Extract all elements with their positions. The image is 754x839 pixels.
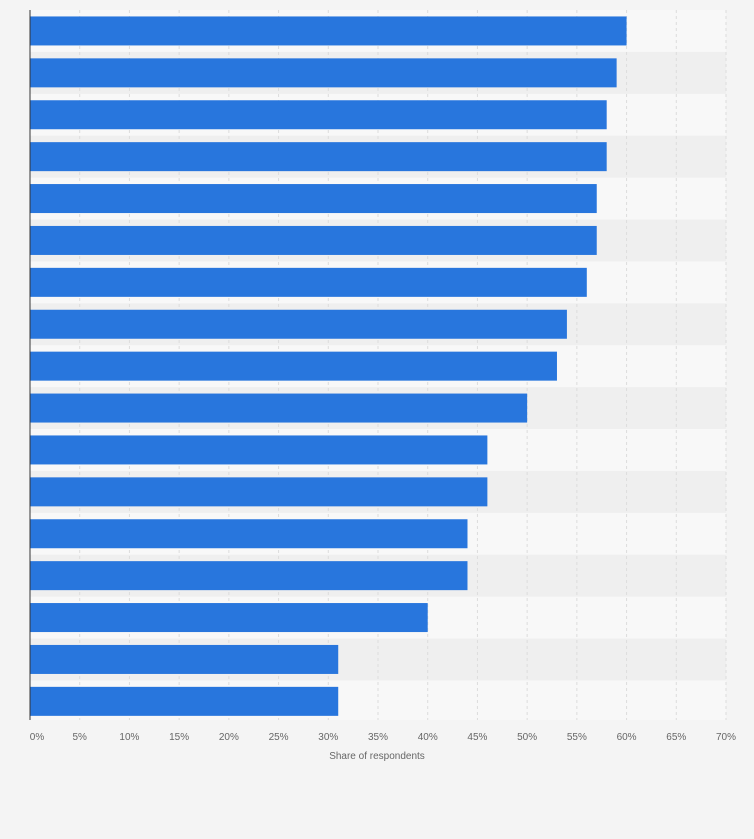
x-tick-label: 5% bbox=[72, 732, 87, 743]
x-tick-label: 10% bbox=[119, 732, 139, 743]
bars bbox=[30, 16, 627, 716]
x-tick-label: 50% bbox=[517, 732, 537, 743]
x-tick-label: 70% bbox=[716, 732, 736, 743]
x-tick-label: 15% bbox=[169, 732, 189, 743]
x-tick-label: 35% bbox=[368, 732, 388, 743]
x-tick-label: 40% bbox=[418, 732, 438, 743]
bar[interactable] bbox=[30, 477, 488, 507]
bar[interactable] bbox=[30, 603, 428, 633]
bar[interactable] bbox=[30, 561, 468, 591]
bar[interactable] bbox=[30, 100, 607, 130]
x-tick-label: 25% bbox=[269, 732, 289, 743]
x-tick-label: 55% bbox=[567, 732, 587, 743]
bar[interactable] bbox=[30, 393, 528, 423]
x-tick-label: 60% bbox=[617, 732, 637, 743]
bar[interactable] bbox=[30, 16, 627, 46]
x-tick-label: 20% bbox=[219, 732, 239, 743]
bar[interactable] bbox=[30, 184, 597, 214]
x-tick-label: 30% bbox=[318, 732, 338, 743]
bar[interactable] bbox=[30, 267, 587, 297]
bar[interactable] bbox=[30, 225, 597, 255]
bar[interactable] bbox=[30, 435, 488, 465]
x-axis-ticks: 0% 5% 10% 15% 20% 25% 30% 35% 40% 45% 50% 55% 60% 65%… bbox=[30, 732, 736, 743]
bar[interactable] bbox=[30, 351, 557, 381]
bar[interactable] bbox=[30, 142, 607, 172]
bar[interactable] bbox=[30, 686, 339, 716]
x-tick-label: 0% bbox=[30, 732, 45, 743]
bar[interactable] bbox=[30, 58, 617, 88]
x-tick-label: 45% bbox=[467, 732, 487, 743]
x-axis-label: Share of respondents bbox=[329, 751, 425, 762]
bar[interactable] bbox=[30, 644, 339, 674]
bar[interactable] bbox=[30, 309, 567, 339]
bar[interactable] bbox=[30, 519, 468, 549]
x-tick-label: 65% bbox=[666, 732, 686, 743]
